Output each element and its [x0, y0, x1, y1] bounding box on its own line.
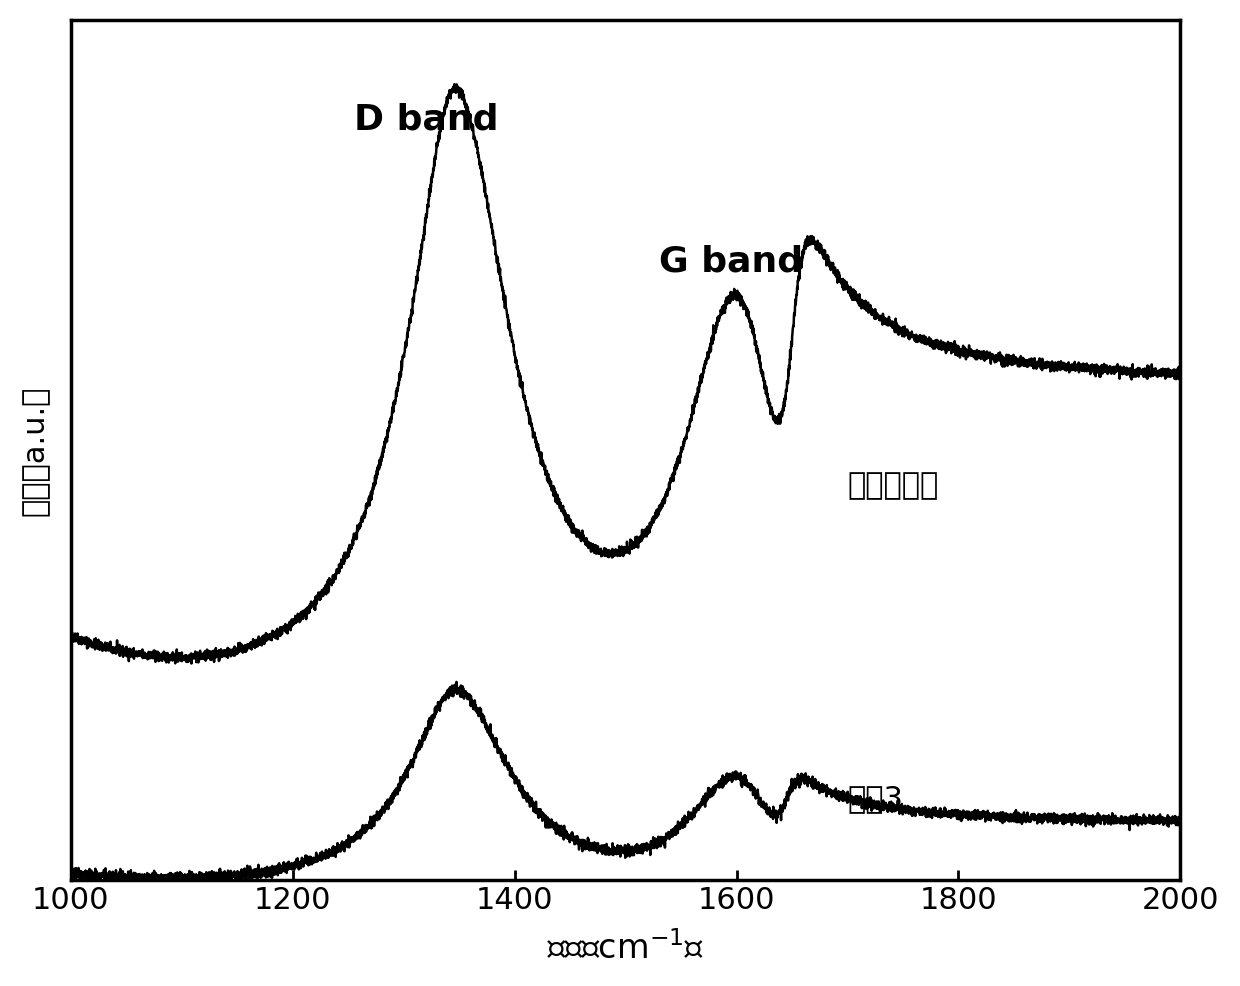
Text: 样哃3: 样哃3 [847, 784, 904, 812]
Text: 氧化石墨烯: 氧化石墨烯 [847, 470, 939, 499]
X-axis label: 波数（cm$^{-1}$）: 波数（cm$^{-1}$） [547, 931, 704, 965]
Text: D band: D band [353, 103, 498, 137]
Text: G band: G band [658, 245, 804, 279]
Y-axis label: 强度（a.u.）: 强度（a.u.） [21, 386, 50, 516]
